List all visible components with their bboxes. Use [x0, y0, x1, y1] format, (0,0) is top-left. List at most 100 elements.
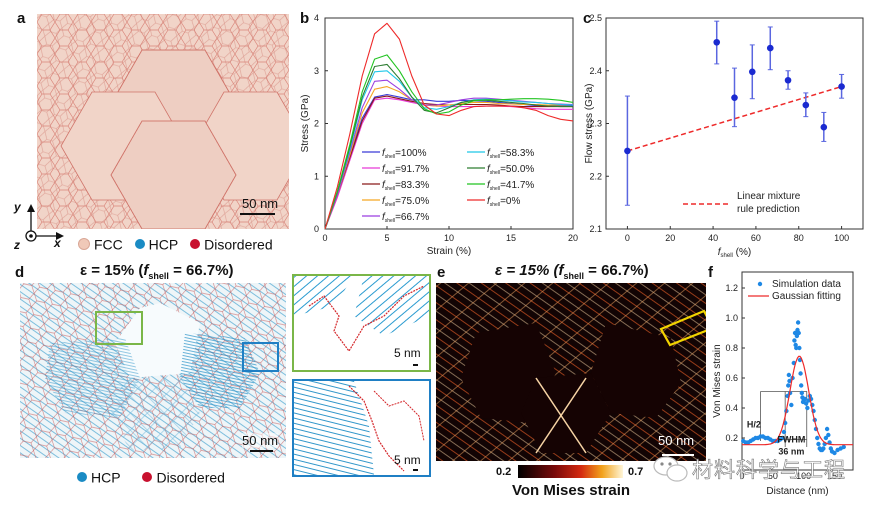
legend-label: fshell=75.0%: [382, 196, 429, 208]
data-point: [799, 383, 804, 388]
data-point: [792, 338, 797, 343]
panel-b-label: b: [300, 10, 310, 27]
panel-f-label: f: [708, 264, 713, 281]
annotation-bracket: [760, 391, 808, 447]
panel-d-label: d: [15, 264, 25, 281]
highlight-box: [659, 309, 706, 347]
x-tick-label: 150: [827, 471, 842, 481]
data-point: [815, 435, 820, 441]
hexagonal-grains: [60, 49, 289, 229]
legend-swatch-dot: [757, 281, 763, 287]
panel-a-legend: FCC HCP Disordered: [78, 235, 273, 252]
panel-a-label: a: [17, 10, 26, 27]
axis-x-label: x: [54, 236, 61, 250]
data-point: [826, 432, 831, 438]
data-point: [789, 402, 794, 408]
y-tick-label: 4: [314, 13, 319, 23]
panel-d-legend: HCP Disordered: [77, 468, 225, 485]
data-point: [795, 320, 801, 325]
x-tick-label: 0: [739, 471, 744, 481]
data-point: [780, 435, 785, 441]
gaussian-fit-line: [742, 355, 853, 446]
legend-hcp: HCP: [148, 236, 179, 253]
data-point: [798, 371, 803, 376]
y-tick-label: 2.2: [589, 171, 602, 181]
legend-label: fshell=41.7%: [487, 180, 534, 192]
watermark-text: 材料科学与工程: [692, 458, 846, 483]
y-axis-label: Stress (GPa): [300, 95, 311, 153]
x-tick-label: 20: [568, 233, 578, 243]
coordinate-axes-icon: [25, 204, 64, 242]
y-tick-label: 2.1: [589, 224, 602, 234]
green-region-box: [95, 311, 143, 345]
hcp-legend-dot: [77, 472, 87, 483]
y-tick-label: 0.8: [725, 343, 738, 353]
grain-structure-svg: [37, 14, 289, 229]
disordered-legend-dot: [142, 472, 153, 483]
data-point: [786, 372, 792, 378]
data-point: [838, 83, 845, 90]
data-point: [821, 446, 826, 451]
panel-d-hcp-structure-image: 50 nm: [20, 283, 286, 458]
series-line: [324, 93, 573, 230]
von-mises-strain-map: 50 nm: [436, 283, 706, 461]
data-point: [820, 123, 828, 131]
colorbar: [518, 465, 623, 478]
series-line: [324, 22, 574, 230]
x-tick-label: 80: [794, 233, 804, 243]
data-point: [748, 68, 756, 76]
y-tick-label: 2.5: [589, 13, 602, 23]
panel-a-scalebar-label: 50 nm: [242, 196, 279, 211]
data-point: [832, 450, 837, 456]
x-axis-label: Strain (%): [427, 246, 471, 257]
legend-label: Gaussian fitting: [772, 291, 841, 302]
half-height-label: H/2: [747, 420, 761, 430]
flow-stress-chart: 0 20 40 60 80 100 2.1 2.2 2.3 2.4 2.5 fshell (%) Flo…: [584, 13, 864, 259]
data-point: [796, 330, 801, 336]
data-point: [794, 345, 799, 351]
data-point: [713, 38, 721, 46]
watermark: 材料科学与工程: [652, 454, 846, 484]
y-tick-label: 0: [314, 224, 319, 234]
data-point: [766, 44, 774, 52]
data-point: [781, 429, 787, 435]
data-point: [803, 401, 809, 406]
legend-label-line1: Linear mixture: [737, 191, 801, 202]
fcc-legend-dot: [78, 238, 90, 251]
data-point: [841, 444, 846, 450]
y-tick-label: 0.6: [725, 373, 738, 383]
series-line: [324, 70, 574, 230]
data-point: [823, 435, 829, 441]
panel-a-fcc-structure-image: 50 nm: [37, 14, 289, 229]
x-tick-label: 100: [834, 233, 849, 243]
panel-d-title: ε = 15% (fshell = 66.7%): [80, 262, 234, 281]
panel-d-scalebar-label: 50 nm: [242, 433, 279, 448]
x-axis-label: fshell (%): [718, 247, 751, 259]
x-tick-label: 15: [506, 233, 516, 243]
x-tick-label: 100: [796, 471, 811, 481]
legend-disordered: Disordered: [204, 236, 273, 253]
data-point: [624, 147, 631, 155]
data-point: [797, 345, 802, 351]
colorbar-min-label: 0.2: [496, 466, 512, 478]
legend-label: fshell=0%: [487, 196, 520, 208]
y-tick-label: 1: [314, 171, 319, 181]
panel-e-title: ε = 15% (fshell = 66.7%): [495, 262, 649, 281]
y-axis-label: Von Mises strain: [712, 344, 723, 417]
y-tick-label: 2: [314, 119, 319, 129]
legend-label: fshell=91.7%: [382, 164, 429, 176]
blue-region-box: [242, 342, 279, 372]
legend-label: fshell=83.3%: [382, 180, 429, 192]
panel-e-label: e: [437, 264, 446, 281]
data-point: [787, 378, 792, 384]
x-tick-label: 50: [768, 471, 778, 481]
wechat-icon: [653, 456, 688, 482]
data-point: [816, 441, 821, 447]
x-tick-label: 0: [625, 233, 630, 243]
axis-z-label: z: [14, 238, 20, 252]
x-tick-label: 40: [708, 233, 718, 243]
y-axis-label: Flow stress (GPa): [584, 83, 595, 163]
legend-label: fshell=66.7%: [382, 212, 429, 224]
strain-profile-chart: 0.2 0.4 0.6 0.8 1.0 1.2 0 50 100 150 Distance (nm)…: [712, 271, 854, 497]
colorbar-title: Von Mises strain: [512, 482, 631, 499]
